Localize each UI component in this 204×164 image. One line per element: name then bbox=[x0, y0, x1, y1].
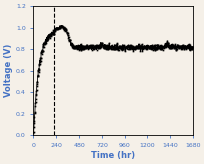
X-axis label: Time (hr): Time (hr) bbox=[91, 151, 135, 160]
Y-axis label: Voltage (V): Voltage (V) bbox=[4, 44, 13, 97]
